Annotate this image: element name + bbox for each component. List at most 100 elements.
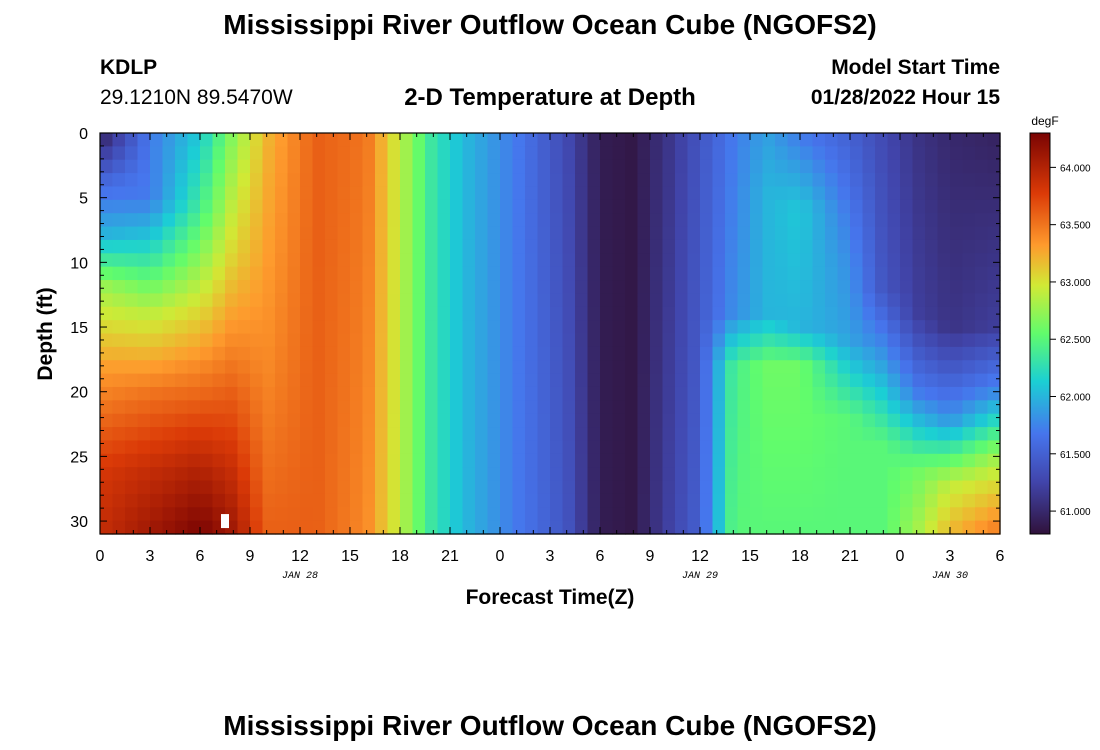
heatmap-cell xyxy=(112,253,126,268)
heatmap-cell xyxy=(512,320,526,335)
heatmap-cell xyxy=(100,333,114,348)
heatmap-cell xyxy=(250,280,264,294)
heatmap-cell xyxy=(912,467,926,482)
heatmap-cell xyxy=(712,253,726,268)
heatmap-cell xyxy=(650,239,664,254)
heatmap-cell xyxy=(850,507,864,522)
heatmap-cell xyxy=(887,467,901,482)
heatmap-cell xyxy=(137,333,151,348)
heatmap-cell xyxy=(112,199,126,214)
heatmap-cell xyxy=(650,520,664,535)
heatmap-cell xyxy=(325,199,339,214)
heatmap-cell xyxy=(350,467,364,482)
heatmap-cell xyxy=(962,239,976,254)
heatmap-cell xyxy=(175,386,189,401)
heatmap-cell xyxy=(725,507,739,522)
heatmap-cell xyxy=(162,199,176,214)
heatmap-cell xyxy=(125,453,139,468)
heatmap-cell xyxy=(187,280,201,294)
heatmap-cell xyxy=(662,360,676,375)
heatmap-cell xyxy=(737,133,751,147)
heatmap-cell xyxy=(237,133,251,147)
heatmap-cell xyxy=(925,280,939,294)
heatmap-cell xyxy=(250,266,264,281)
heatmap-cell xyxy=(862,360,876,375)
heatmap-cell xyxy=(375,159,389,174)
heatmap-cell xyxy=(625,253,639,268)
heatmap-cell xyxy=(175,320,189,335)
heatmap-cell xyxy=(175,493,189,508)
x-date-label: JAN 29 xyxy=(682,571,718,582)
heatmap-cell xyxy=(837,440,851,455)
heatmap-cell xyxy=(725,333,739,348)
heatmap-cell xyxy=(775,146,789,161)
heatmap-cell xyxy=(125,520,139,535)
heatmap-cell xyxy=(650,293,664,308)
heatmap-cell xyxy=(137,186,151,201)
heatmap-cell xyxy=(212,346,226,361)
heatmap-cell xyxy=(275,226,289,241)
heatmap-cell xyxy=(762,266,776,281)
x-tick-label: 3 xyxy=(546,548,555,565)
heatmap-cell xyxy=(875,480,889,495)
heatmap-cell xyxy=(400,333,414,348)
heatmap-cell xyxy=(487,186,501,201)
heatmap-cell xyxy=(637,293,651,308)
heatmap-cell xyxy=(550,427,564,442)
heatmap-cell xyxy=(300,440,314,455)
heatmap-cell xyxy=(587,400,601,415)
heatmap-cell xyxy=(650,413,664,428)
heatmap-cell xyxy=(800,133,814,147)
heatmap-cell xyxy=(912,293,926,308)
colorbar xyxy=(1029,132,1051,535)
heatmap-cell xyxy=(862,199,876,214)
heatmap-cell xyxy=(600,253,614,268)
heatmap-cell xyxy=(762,493,776,508)
heatmap-cell xyxy=(250,413,264,428)
heatmap-cell xyxy=(575,173,589,188)
heatmap-cell xyxy=(362,253,376,268)
heatmap-cell xyxy=(850,293,864,308)
heatmap-cell xyxy=(150,306,164,321)
heatmap-cell xyxy=(937,507,951,522)
y-tick-label: 25 xyxy=(70,449,88,466)
heatmap-cell xyxy=(425,280,439,294)
heatmap-cell xyxy=(862,253,876,268)
heatmap-cell xyxy=(637,159,651,174)
heatmap-cell xyxy=(100,427,114,442)
heatmap-cell xyxy=(100,386,114,401)
heatmap-cell xyxy=(650,146,664,161)
heatmap-cell xyxy=(387,346,401,361)
heatmap-cell xyxy=(950,413,964,428)
heatmap-cell xyxy=(612,467,626,482)
heatmap-cell xyxy=(450,239,464,254)
heatmap-cell xyxy=(662,413,676,428)
heatmap-cell xyxy=(750,346,764,361)
heatmap-cell xyxy=(962,146,976,161)
heatmap-cell xyxy=(762,386,776,401)
heatmap-cell xyxy=(900,266,914,281)
heatmap-cell xyxy=(587,173,601,188)
heatmap-cell xyxy=(337,133,351,147)
heatmap-cell xyxy=(425,493,439,508)
heatmap-cell xyxy=(550,199,564,214)
heatmap-cell xyxy=(325,480,339,495)
heatmap-cell xyxy=(425,480,439,495)
heatmap-cell xyxy=(637,493,651,508)
heatmap-cell xyxy=(137,293,151,308)
heatmap-cell xyxy=(500,226,514,241)
heatmap-cell xyxy=(137,159,151,174)
heatmap-cell xyxy=(225,453,239,468)
heatmap-cell xyxy=(237,427,251,442)
heatmap-cell xyxy=(600,159,614,174)
heatmap-cell xyxy=(275,239,289,254)
heatmap-cell xyxy=(475,199,489,214)
heatmap-cell xyxy=(987,213,1001,228)
heatmap-cell xyxy=(700,226,714,241)
heatmap-cell xyxy=(475,400,489,415)
heatmap-cell xyxy=(437,159,451,174)
heatmap-cell xyxy=(437,373,451,388)
heatmap-cell xyxy=(975,386,989,401)
x-axis-title: Forecast Time(Z) xyxy=(466,586,635,609)
heatmap-cell xyxy=(137,320,151,335)
